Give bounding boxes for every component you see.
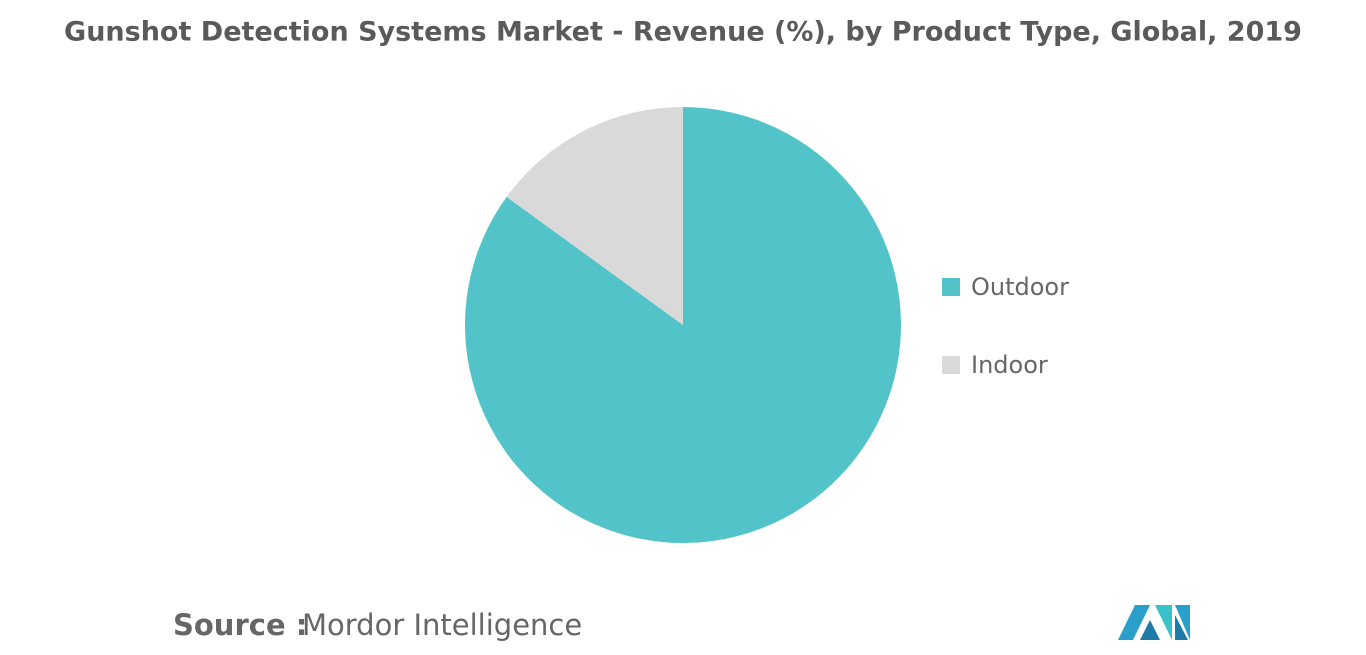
logo — [1118, 605, 1190, 640]
pie-slice — [464, 107, 901, 544]
legend-swatch — [942, 278, 960, 296]
pie-slice — [506, 106, 683, 325]
chart-title: Gunshot Detection Systems Market - Reven… — [64, 17, 1302, 48]
source-text: Mordor Intelligence — [302, 608, 582, 642]
legend-label: Outdoor — [971, 273, 1069, 301]
source-label: Source : — [173, 608, 307, 642]
legend-label: Indoor — [971, 351, 1048, 379]
legend-swatch — [942, 356, 960, 374]
